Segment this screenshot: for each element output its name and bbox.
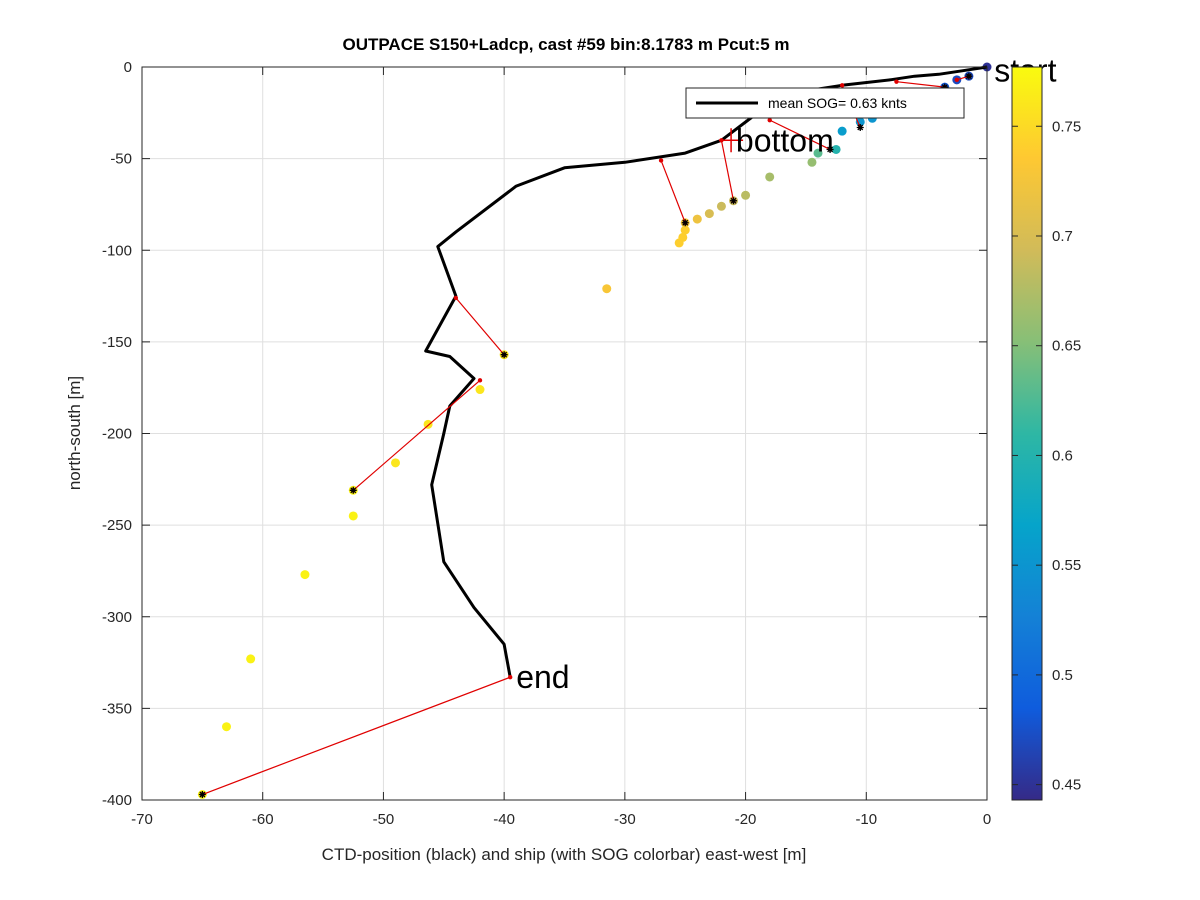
ship-point [837, 126, 847, 136]
x-ticks: -70 -60 -50 -40 -30 -20 -10 0 [131, 67, 991, 828]
ship-point [348, 511, 358, 521]
colorbar-tick-label: 0.5 [1052, 667, 1073, 684]
x-tick-label: -50 [373, 811, 395, 828]
connector-line [352, 379, 481, 491]
x-tick-label: -70 [131, 811, 153, 828]
annotation-end: end [516, 659, 569, 695]
cast-marker [941, 83, 949, 91]
connector-line [896, 81, 945, 88]
bottom-plus-marker [719, 128, 744, 153]
x-tick-label: -40 [493, 811, 515, 828]
ship-point [680, 225, 690, 235]
legend-label: mean SOG= 0.63 knts [768, 95, 907, 111]
y-tick-label: -250 [102, 517, 132, 534]
x-tick-label: -20 [735, 811, 757, 828]
ship-point [674, 238, 684, 248]
connector-start-dot [839, 83, 845, 88]
y-axis-label: north-south [m] [65, 376, 84, 490]
ctd-track-line [424, 65, 988, 678]
ship-point [391, 458, 400, 468]
colorbar-tick-label: 0.55 [1052, 557, 1081, 574]
y-tick-label: 0 [124, 59, 132, 76]
y-tick-label: -100 [102, 242, 132, 259]
connector-start-dot [894, 79, 899, 84]
ship-point [222, 722, 231, 732]
y-tick-label: -400 [102, 792, 132, 809]
cast-marker [349, 486, 357, 494]
connector-line [720, 140, 735, 201]
black-markers [198, 72, 973, 799]
connector-line [202, 676, 511, 796]
y-tick-label: -350 [102, 700, 132, 717]
colorbar-tick-label: 0.45 [1052, 777, 1081, 794]
y-tick-label: -50 [110, 151, 132, 168]
ship-point [475, 385, 485, 395]
bottom-marker [719, 128, 744, 153]
ship-point [855, 117, 865, 127]
connector-start-dot [954, 77, 960, 83]
ship-point [807, 157, 817, 167]
ship-point [741, 190, 751, 200]
ship-point [813, 148, 823, 158]
ship-point [831, 144, 841, 154]
y-tick-label: -300 [102, 609, 132, 626]
connector-line [455, 297, 505, 356]
connector-start-dot [658, 158, 664, 163]
connector-start-dot [507, 675, 513, 680]
ship-point [602, 284, 612, 294]
annotations: startbottomend [516, 53, 1056, 696]
colorbar-tick-label: 0.7 [1052, 228, 1073, 245]
cast-marker [730, 197, 737, 205]
x-tick-label: -10 [855, 811, 877, 828]
x-axis-label: CTD-position (black) and ship (with SOG … [322, 845, 807, 864]
colorbar-tick-label: 0.65 [1052, 338, 1081, 355]
connector-start-dot [477, 378, 483, 383]
connector-start-dot [453, 295, 459, 301]
ship-point [716, 201, 726, 211]
x-tick-label: -60 [252, 811, 274, 828]
connector-line [660, 160, 686, 223]
chart-title: OUTPACE S150+Ladcp, cast #59 bin:8.1783 … [342, 35, 789, 54]
ship-point [246, 654, 256, 664]
y-ticks: 0 -50 -100 -150 -200 -250 -300 -350 -400 [102, 59, 987, 809]
annotation-bottom: bottom [736, 122, 834, 158]
plot-frame [141, 66, 988, 801]
ship-point [704, 209, 714, 219]
cast-marker [500, 351, 508, 359]
ship-point [692, 214, 702, 224]
legend-box: mean SOG= 0.63 knts [685, 87, 965, 119]
x-tick-label: -30 [614, 811, 636, 828]
y-tick-label: -150 [102, 334, 132, 351]
connector-start-dot [767, 117, 772, 123]
colorbar-tick-label: 0.75 [1052, 118, 1081, 135]
cast-marker [856, 123, 864, 131]
ship-point [300, 570, 310, 580]
cast-marker [826, 145, 834, 153]
y-tick-label: -200 [102, 426, 132, 443]
colorbar-tick-label: 0.6 [1052, 447, 1073, 464]
colorbar-ticks: 0.45 0.5 0.55 0.6 0.65 0.7 0.75 [1012, 118, 1081, 794]
x-tick-label: 0 [983, 811, 991, 828]
cast-marker [198, 791, 206, 799]
colorbar [1011, 66, 1043, 801]
cast-marker [965, 72, 973, 80]
connector-line [769, 119, 831, 151]
ship-point [765, 172, 775, 182]
cast-marker [681, 219, 689, 227]
